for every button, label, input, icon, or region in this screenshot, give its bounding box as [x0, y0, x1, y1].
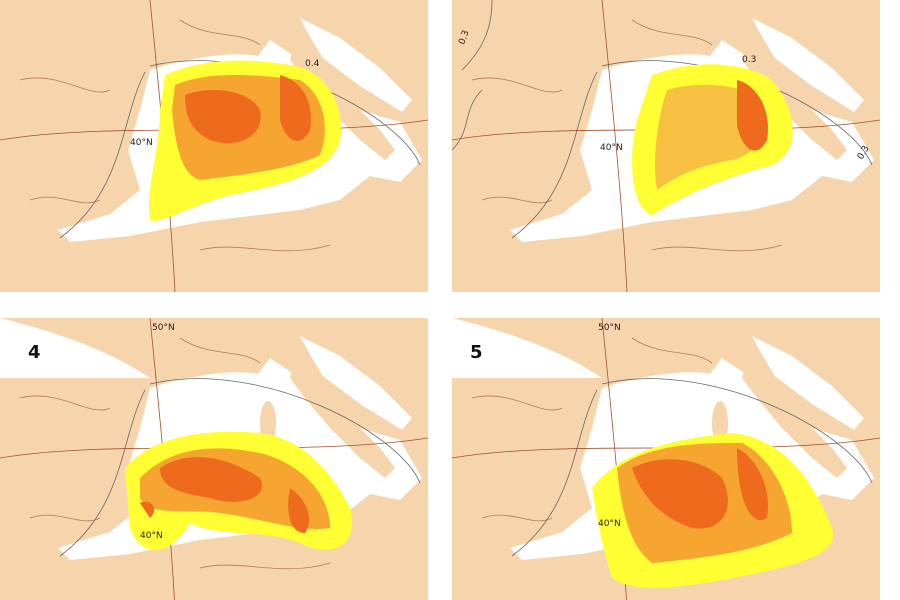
latitude-label: 50°N	[598, 323, 621, 333]
panel: 4 50°N 40°N	[0, 318, 428, 600]
panel-number: 4	[28, 342, 41, 363]
latitude-label: 40°N	[598, 519, 621, 529]
latitude-label: 40°N	[130, 138, 153, 148]
latitude-label: 40°N	[600, 143, 623, 153]
contour-label: 0.3	[742, 55, 756, 65]
panel: 40°N 0.3 0.3 0.3	[452, 0, 880, 292]
panel: 5 50°N 40°N	[452, 318, 880, 600]
panel: 40°N 0.4	[0, 0, 428, 292]
contour-label: 0.4	[305, 59, 320, 69]
contour-label: 0.3	[457, 29, 471, 46]
latitude-label: 40°N	[140, 531, 163, 541]
latitude-label: 50°N	[152, 323, 175, 333]
panel-number: 5	[470, 342, 483, 363]
